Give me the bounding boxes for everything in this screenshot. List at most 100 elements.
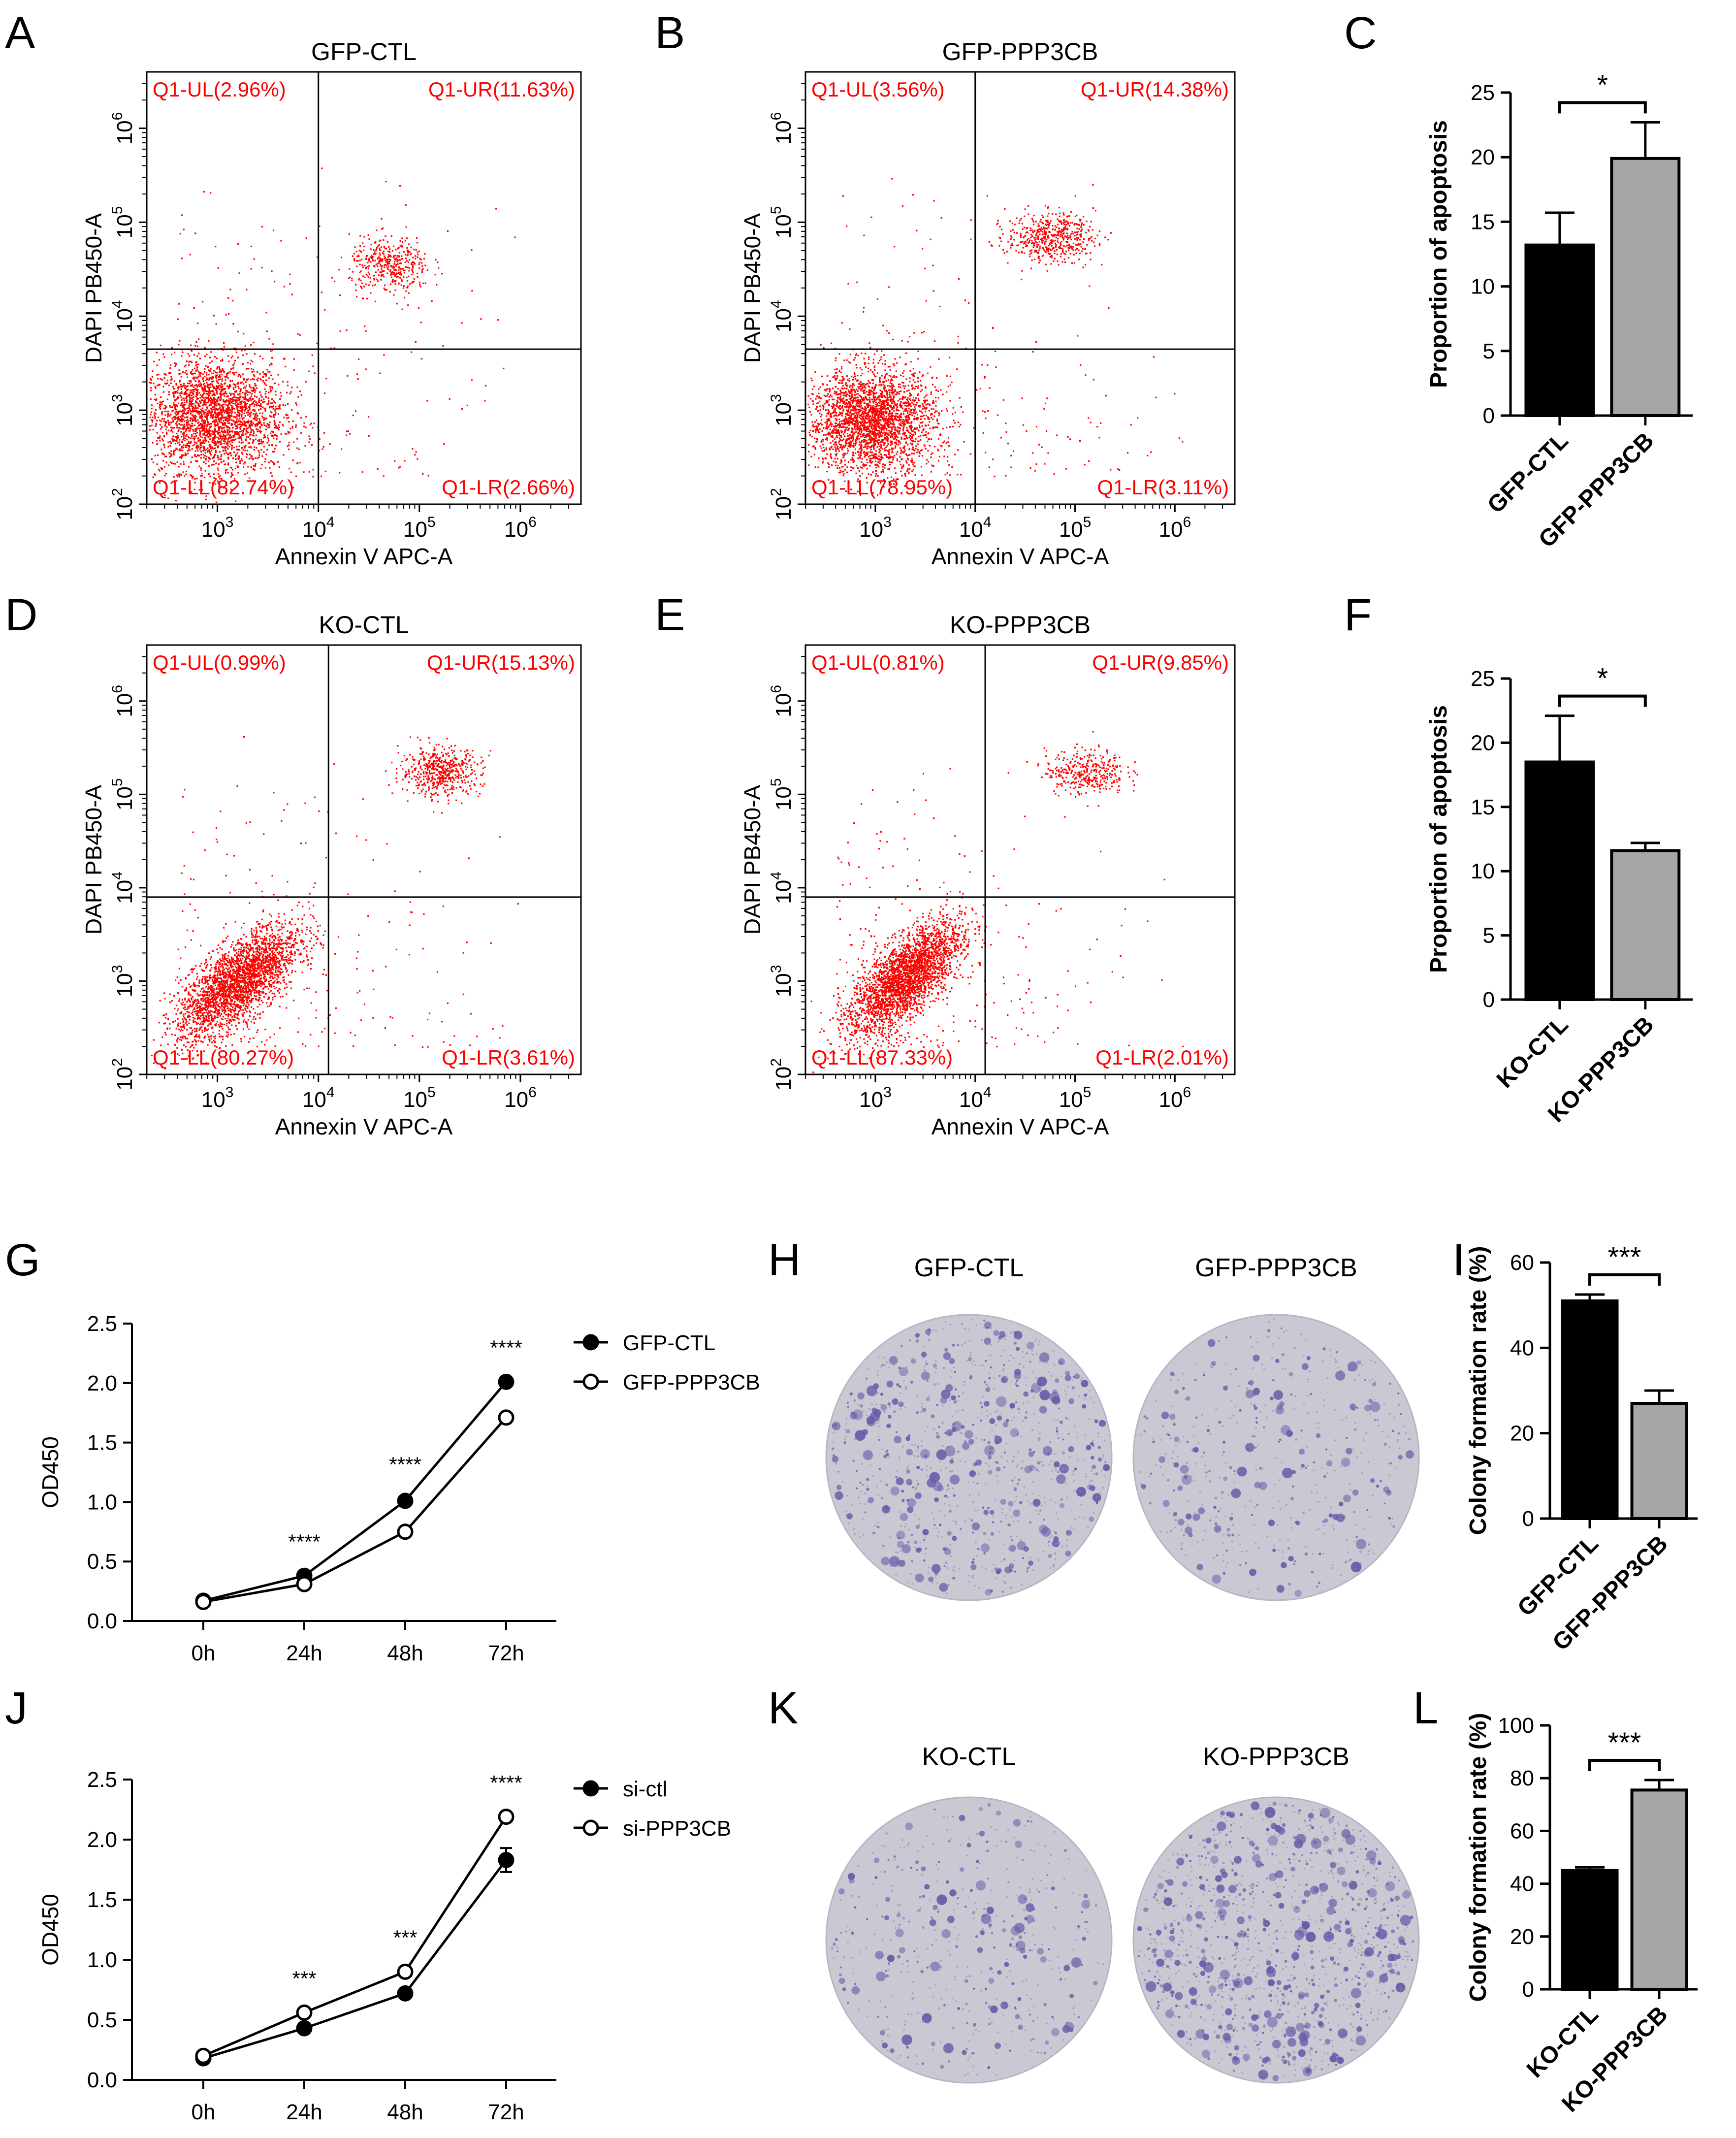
event-dot: [908, 464, 910, 466]
event-dot: [230, 488, 232, 490]
event-dot: [273, 416, 275, 418]
event-dot: [197, 397, 199, 400]
event-dot: [253, 435, 255, 437]
event-dot: [198, 374, 200, 376]
event-dot: [161, 413, 163, 415]
event-dot: [935, 389, 937, 391]
event-dot: [417, 276, 418, 278]
event-dot: [253, 370, 255, 372]
event-dot: [223, 486, 225, 488]
event-dot: [844, 416, 846, 418]
event-dot: [258, 409, 260, 411]
event-dot: [205, 458, 207, 460]
event-dot: [364, 264, 366, 266]
event-dot: [188, 446, 190, 448]
event-dot: [404, 261, 406, 263]
event-dot: [213, 408, 216, 410]
event-dot: [935, 400, 937, 402]
event-dot: [461, 322, 463, 324]
event-dot: [214, 431, 216, 433]
event-dot: [247, 427, 249, 429]
event-dot: [884, 387, 886, 389]
event-dot: [151, 458, 153, 460]
event-dot: [211, 432, 213, 435]
event-dot: [249, 413, 251, 415]
event-dot: [227, 422, 229, 424]
event-dot: [839, 470, 841, 472]
event-dot: [854, 374, 856, 376]
event-dot: [208, 384, 210, 386]
event-dot: [186, 393, 188, 395]
event-dot: [398, 283, 400, 285]
event-dot: [181, 447, 183, 449]
event-dot: [882, 432, 884, 434]
event-dot: [196, 385, 198, 387]
event-dot: [395, 272, 397, 274]
event-dot: [187, 382, 189, 385]
event-dot: [182, 406, 184, 408]
event-dot: [193, 386, 194, 388]
event-dot: [183, 461, 185, 463]
event-dot: [887, 419, 889, 421]
event-dot: [213, 370, 215, 372]
event-dot: [887, 441, 889, 443]
event-dot: [194, 372, 196, 375]
event-dot: [208, 428, 210, 430]
event-dot: [179, 411, 181, 413]
event-dot: [181, 402, 183, 405]
event-dot: [238, 449, 240, 451]
event-dot: [389, 251, 391, 253]
event-dot: [220, 376, 222, 378]
event-dot: [252, 360, 254, 363]
event-dot: [394, 255, 396, 257]
event-dot: [229, 443, 231, 445]
event-dot: [356, 373, 358, 375]
event-dot: [851, 376, 853, 378]
event-dot: [815, 431, 817, 433]
event-dot: [390, 271, 392, 273]
event-dot: [228, 441, 230, 443]
event-dot: [190, 385, 192, 387]
event-dot: [300, 394, 302, 396]
event-dot: [282, 381, 284, 383]
event-dot: [203, 426, 205, 428]
event-dot: [985, 418, 987, 420]
event-dot: [282, 404, 284, 406]
event-dot: [217, 374, 219, 376]
event-dot: [231, 415, 233, 417]
event-dot: [198, 392, 200, 394]
event-dot: [188, 361, 190, 363]
event-dot: [194, 404, 196, 407]
event-dot: [206, 390, 208, 392]
event-dot: [915, 438, 917, 440]
event-dot: [199, 411, 201, 413]
event-dot: [903, 397, 905, 399]
event-dot: [206, 397, 208, 399]
event-dot: [149, 378, 151, 380]
event-dot: [832, 376, 834, 378]
event-dot: [949, 375, 951, 377]
event-dot: [904, 405, 906, 407]
event-dot: [339, 472, 341, 474]
event-dot: [183, 427, 185, 429]
event-dot: [259, 356, 261, 357]
event-dot: [227, 404, 229, 406]
event-dot: [323, 432, 325, 434]
event-dot: [204, 416, 206, 418]
event-dot: [184, 387, 186, 389]
event-dot: [258, 400, 260, 402]
event-dot: [831, 464, 833, 466]
event-dot: [160, 344, 161, 347]
event-dot: [223, 460, 225, 462]
event-dot: [846, 466, 848, 468]
event-dot: [878, 458, 880, 460]
event-dot: [195, 361, 197, 363]
event-dot: [170, 354, 173, 356]
event-dot: [213, 463, 215, 465]
event-dot: [838, 440, 840, 442]
event-dot: [256, 447, 257, 449]
tick-exponent: 6: [528, 514, 537, 530]
event-dot: [884, 448, 886, 450]
event-dot: [927, 450, 929, 452]
event-dot: [193, 307, 195, 309]
